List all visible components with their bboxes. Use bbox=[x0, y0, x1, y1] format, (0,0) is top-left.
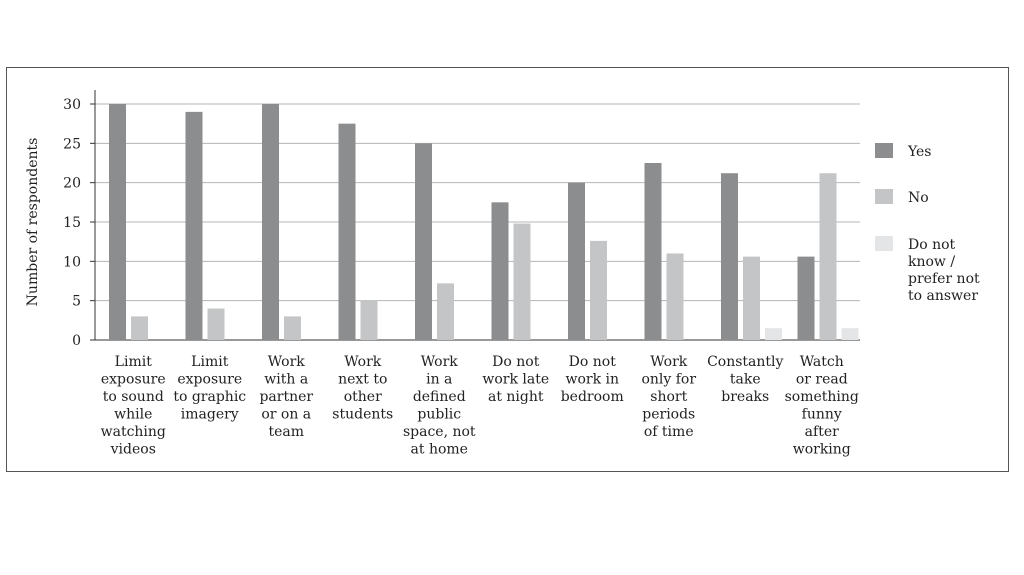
category-label: Limit exposure to graphic imagery bbox=[173, 354, 246, 423]
bar bbox=[185, 111, 203, 340]
bar bbox=[262, 104, 279, 340]
bar bbox=[590, 240, 607, 340]
bar bbox=[131, 316, 148, 340]
y-tick-label: 25 bbox=[63, 136, 81, 152]
category-label-line: or on a bbox=[261, 407, 311, 423]
category-label-line: defined bbox=[413, 389, 466, 405]
category-label-line: Do not bbox=[492, 354, 540, 370]
category-label-line: students bbox=[332, 407, 393, 423]
category-label-line: periods bbox=[642, 407, 695, 423]
category-label-line: at home bbox=[411, 442, 468, 458]
category-label-line: in a bbox=[426, 372, 452, 388]
category-label: Do not work late at night bbox=[482, 354, 549, 405]
legend-label: Yes bbox=[907, 144, 932, 160]
category-label-line: Work bbox=[344, 354, 382, 370]
y-tick-label: 30 bbox=[63, 97, 81, 113]
bar bbox=[765, 328, 782, 340]
category-label: Work next to other students bbox=[332, 354, 393, 423]
legend-label-line: know / bbox=[908, 254, 955, 270]
category-label-line: space, not bbox=[403, 424, 476, 440]
category-label-line: exposure bbox=[101, 372, 166, 388]
bar bbox=[721, 173, 738, 340]
category-label-line: only for bbox=[641, 372, 696, 388]
bar bbox=[338, 123, 356, 340]
category-label-line: Limit bbox=[115, 354, 153, 370]
legend-label-line: prefer not bbox=[908, 271, 980, 287]
category-label-line: after bbox=[805, 424, 839, 440]
y-tick-label: 0 bbox=[72, 333, 81, 349]
category-label-line: of time bbox=[644, 424, 694, 440]
legend-label-line: No bbox=[908, 190, 929, 206]
category-label-line: Do not bbox=[569, 354, 617, 370]
category-label: Limit exposure to sound while watching videos bbox=[101, 354, 166, 458]
category-label-line: Constantly bbox=[707, 354, 783, 370]
category-label-line: work late bbox=[482, 372, 549, 388]
category-label: Do not work in bedroom bbox=[561, 354, 624, 405]
category-label-line: public bbox=[417, 407, 461, 423]
category-label-line: team bbox=[268, 424, 304, 440]
category-label-line: take bbox=[730, 372, 761, 388]
bar bbox=[284, 316, 301, 340]
bar bbox=[644, 163, 662, 340]
category-label-line: exposure bbox=[177, 372, 242, 388]
bar bbox=[568, 182, 585, 340]
category-label-line: watching bbox=[101, 424, 166, 440]
bar-chart: 0 5 10 15 20 25 30 Number of respondents Limit ex… bbox=[25, 90, 980, 458]
legend-swatch bbox=[875, 143, 893, 158]
bar bbox=[819, 173, 837, 340]
bar bbox=[437, 283, 454, 340]
bar bbox=[360, 300, 378, 340]
category-label-line: bedroom bbox=[561, 389, 624, 405]
category-label-line: Work bbox=[421, 354, 459, 370]
category-label-line: funny bbox=[802, 407, 842, 423]
legend-label-line: Yes bbox=[907, 144, 932, 160]
y-tick-label: 10 bbox=[63, 254, 81, 270]
category-label-line: something bbox=[785, 389, 859, 405]
category-label-line: working bbox=[793, 442, 851, 458]
category-label-line: Work bbox=[650, 354, 688, 370]
category-label-line: videos bbox=[110, 442, 156, 458]
category-label-line: Work bbox=[268, 354, 306, 370]
y-tick-label: 15 bbox=[63, 215, 81, 231]
category-label-line: short bbox=[650, 389, 687, 405]
legend-label: No bbox=[908, 190, 929, 206]
category-label-line: while bbox=[114, 407, 152, 423]
y-tick-label: 5 bbox=[72, 294, 81, 310]
bar bbox=[109, 104, 126, 340]
bar bbox=[513, 223, 531, 340]
category-label: Work in a defined public space, not at home bbox=[403, 354, 476, 458]
category-label-line: with a bbox=[264, 372, 308, 388]
y-axis-title: Number of respondents bbox=[25, 138, 41, 307]
category-label-line: Watch bbox=[800, 354, 844, 370]
category-label-line: other bbox=[344, 389, 382, 405]
bar bbox=[415, 143, 432, 340]
bar bbox=[743, 256, 760, 340]
category-label: Watch or read something funny after working bbox=[785, 354, 859, 458]
category-label-line: next to bbox=[338, 372, 387, 388]
bar bbox=[666, 253, 684, 340]
chart-frame: 0 5 10 15 20 25 30 Number of respondents Limit ex… bbox=[6, 67, 1009, 472]
category-label-line: at night bbox=[488, 389, 544, 405]
legend-label-line: Do not bbox=[908, 237, 956, 253]
category-label-line: or read bbox=[796, 372, 848, 388]
category-label-line: imagery bbox=[181, 407, 239, 423]
category-label-line: Limit bbox=[191, 354, 229, 370]
category-label-line: to graphic bbox=[173, 389, 246, 405]
category-label: Constantly take breaks bbox=[707, 354, 783, 405]
category-label: Work only for short periods of time bbox=[641, 354, 696, 440]
category-label-line: breaks bbox=[721, 389, 769, 405]
legend-label-line: to answer bbox=[908, 288, 978, 304]
category-label: Work with a partner or on a team bbox=[259, 354, 313, 440]
category-label-line: to sound bbox=[103, 389, 164, 405]
bar bbox=[841, 328, 859, 340]
bar bbox=[491, 202, 509, 340]
y-tick-label: 20 bbox=[63, 176, 81, 192]
bar bbox=[797, 256, 815, 340]
category-label-line: work in bbox=[565, 372, 619, 388]
category-label-line: partner bbox=[259, 389, 313, 405]
legend-swatch bbox=[875, 236, 893, 251]
legend-swatch bbox=[875, 189, 893, 204]
legend-label: Do not know / prefer not to answer bbox=[908, 237, 980, 304]
bar bbox=[207, 308, 225, 340]
